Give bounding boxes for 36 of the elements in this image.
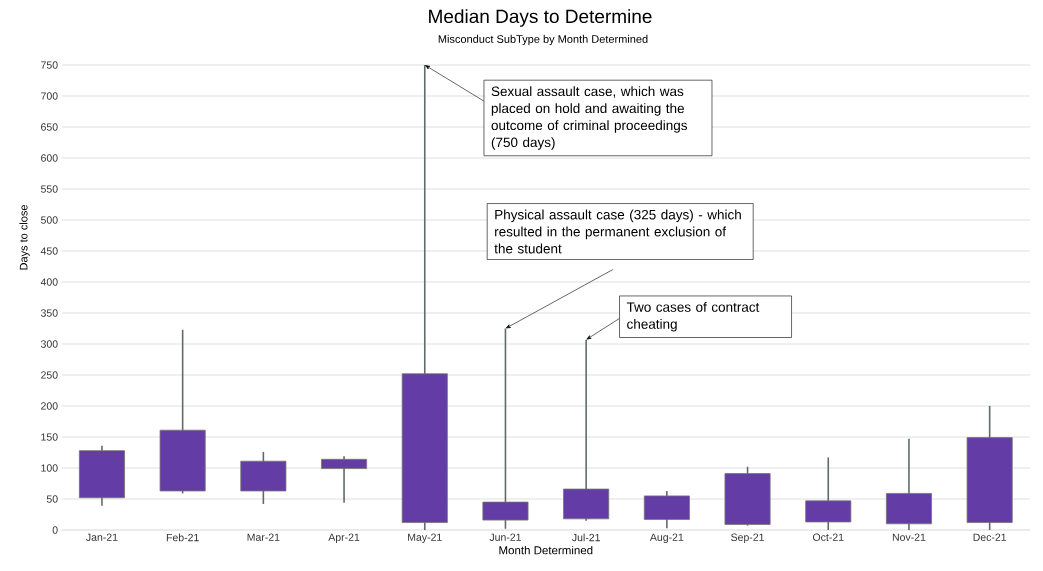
y-tick-label: 600 (41, 154, 58, 162)
x-tick-label: Oct-21 (813, 533, 844, 541)
y-tick-label: 400 (40, 278, 58, 286)
y-tick-label: 50 (46, 495, 58, 503)
x-tick-label: Aug-21 (649, 533, 684, 544)
x-axis-title: Month Determined (499, 545, 593, 555)
annotation: Physical assault case (325 days) - which resulted in the permanent exclusion of the student (494, 209, 741, 254)
annotation: Two cases of contract cheating (626, 301, 760, 332)
x-tick-label: Jan-21 (86, 533, 118, 541)
y-tick-label: 450 (40, 247, 58, 255)
chart-title: Median Days to Determine (429, 9, 652, 27)
x-tick-label: Nov-21 (892, 533, 926, 541)
x-tick-label: Apr-21 (328, 533, 360, 544)
chart-subtitle: Misconduct SubType by Month Determined (438, 34, 648, 46)
x-tick-label: Feb-21 (166, 533, 199, 542)
y-tick-label: 500 (40, 216, 58, 224)
x-tick-label: May-21 (408, 533, 442, 544)
y-tick-label: 0 (52, 526, 58, 534)
y-tick-label: 100 (41, 464, 58, 472)
y-tick-label: 750 (41, 61, 58, 69)
x-tick-label: Jul-21 (572, 533, 600, 542)
x-tick-label: Sep-21 (731, 533, 764, 544)
y-tick-label: 150 (41, 433, 58, 441)
y-tick-label: 300 (40, 340, 58, 348)
y-tick-label: 350 (40, 309, 58, 317)
x-tick-label: Jun-21 (489, 533, 521, 541)
y-tick-label: 700 (41, 92, 58, 100)
y-tick-label: 650 (41, 123, 58, 131)
y-tick-label: 550 (40, 185, 58, 193)
y-tick-label: 200 (41, 402, 58, 410)
y-axis-title: Days to close (19, 204, 30, 270)
y-tick-label: 250 (41, 371, 58, 379)
x-tick-label: Mar-21 (247, 533, 280, 541)
candlestick (482, 327, 529, 530)
x-tick-label: Dec-21 (973, 533, 1007, 541)
annotation: Sexual assault case, which was placed on hold and awaiting the outcome of criminal proceedings (750 days) (491, 86, 688, 150)
